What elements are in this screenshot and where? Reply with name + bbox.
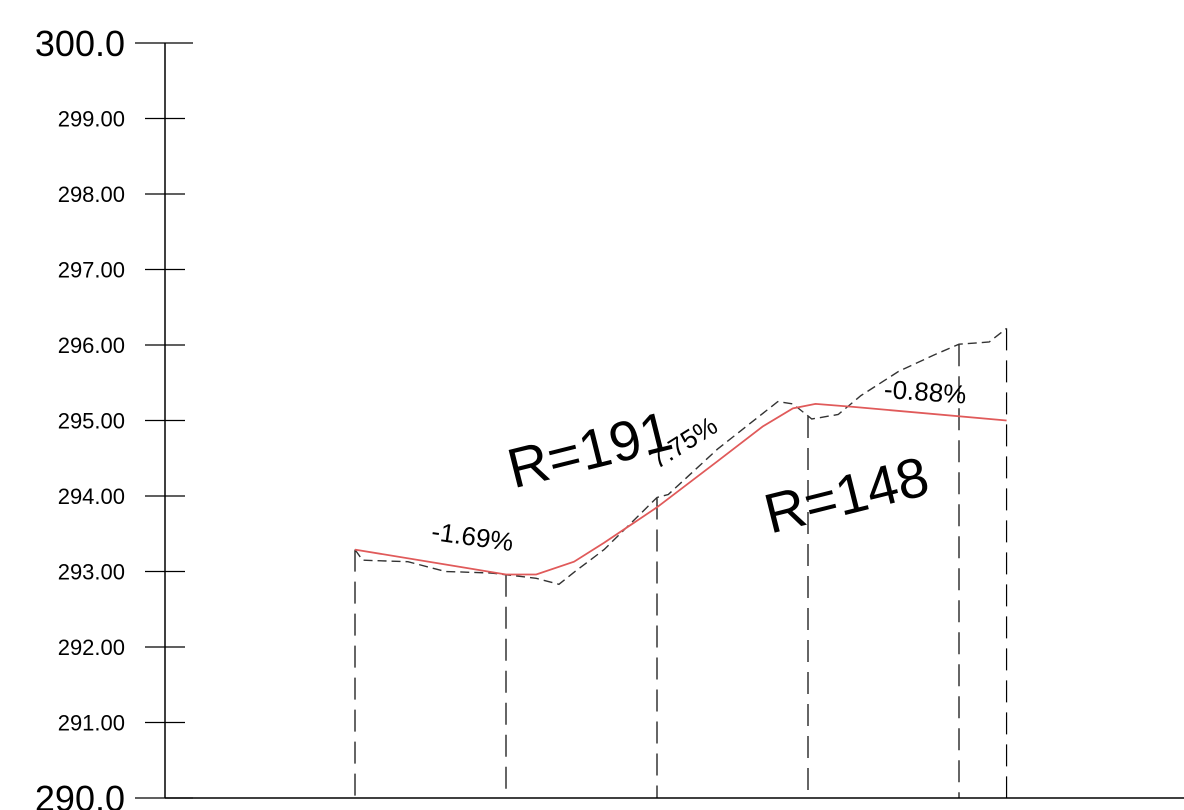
y-tick-label: 293.00 xyxy=(58,560,125,585)
y-tick-label: 294.00 xyxy=(58,484,125,509)
y-tick-label: 299.00 xyxy=(58,107,125,132)
y-tick-label: 297.00 xyxy=(58,258,125,283)
curve-radius-label: R=148 xyxy=(758,444,935,545)
grade-label: -1.69% xyxy=(430,516,516,557)
y-tick-label: 296.00 xyxy=(58,333,125,358)
ground-profile-line xyxy=(354,327,1008,586)
station-markers xyxy=(354,328,1008,798)
grade-label: -0.88% xyxy=(883,374,967,410)
y-tick-label: 298.00 xyxy=(58,182,125,207)
series-lines xyxy=(354,327,1008,586)
y-tick-label: 290.0 xyxy=(35,778,125,810)
y-tick-label: 292.00 xyxy=(58,635,125,660)
y-axis: 300.0 299.00 298.00 297.00 296.00 295.00 294.0… xyxy=(35,23,193,810)
y-tick-label: 300.0 xyxy=(35,23,125,64)
design-profile-line xyxy=(354,402,1007,576)
y-tick-label: 291.00 xyxy=(58,711,125,736)
y-tick-label: 295.00 xyxy=(58,409,125,434)
